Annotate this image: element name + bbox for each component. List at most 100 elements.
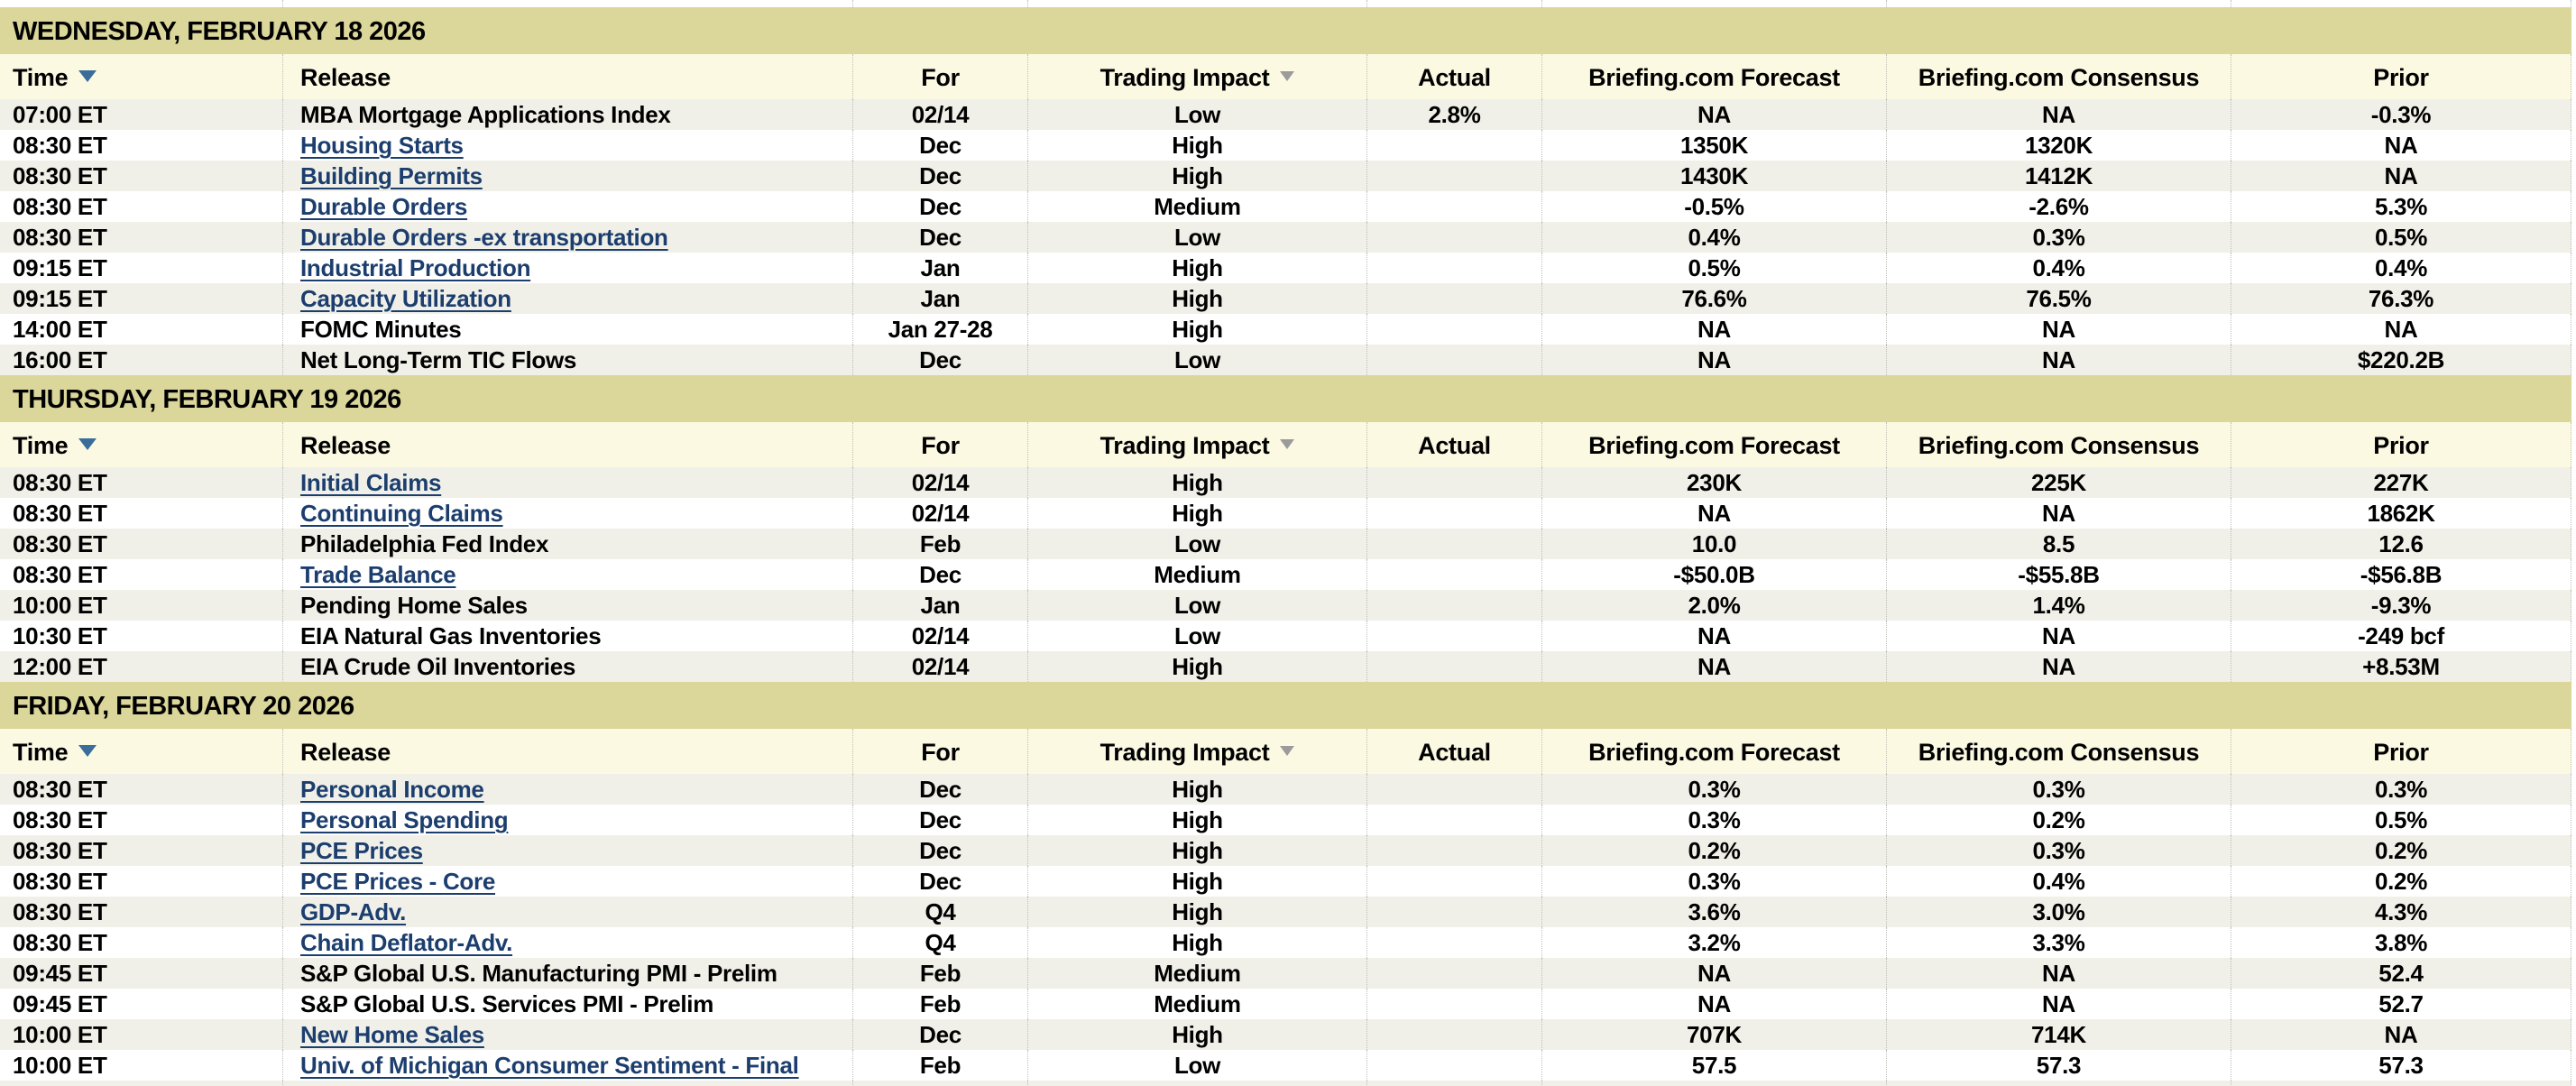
table-row: 08:30 ET Housing Starts Dec High 1350K 1…	[0, 130, 2571, 161]
prior-cell: $220.2B	[2231, 345, 2571, 375]
for-cell: Feb	[852, 1050, 1027, 1081]
column-header-trading-impact[interactable]: Trading Impact	[1099, 64, 1270, 91]
column-header-cell: For	[852, 422, 1027, 467]
forecast-cell: NA	[1541, 989, 1886, 1019]
trading-impact-cell: Medium	[1027, 559, 1366, 590]
column-header-trading-impact[interactable]: Trading Impact	[1099, 739, 1270, 766]
trading-impact-cell: High	[1027, 774, 1366, 805]
consensus-cell: 0.2%	[1886, 805, 2231, 835]
column-header-briefing-com-consensus: Briefing.com Consensus	[1918, 739, 2200, 766]
column-header-briefing-com-forecast: Briefing.com Forecast	[1588, 739, 1840, 766]
trading-impact-cell: High	[1027, 866, 1366, 897]
release-link[interactable]: Industrial Production	[300, 254, 531, 281]
release-link[interactable]: Capacity Utilization	[300, 285, 511, 312]
release-label: S&P Global U.S. Manufacturing PMI - Prel…	[300, 960, 777, 987]
trading-impact-cell: Low	[1027, 345, 1366, 375]
release-link[interactable]: Trade Balance	[300, 561, 456, 588]
trading-impact-cell: Low	[1027, 222, 1366, 253]
release-link[interactable]: Building Permits	[300, 162, 483, 189]
consensus-cell: 225K	[1886, 467, 2231, 498]
filter-down-arrow-icon[interactable]	[1280, 746, 1295, 757]
trading-impact-cell: High	[1027, 161, 1366, 191]
release-link[interactable]: PCE Prices - Core	[300, 868, 495, 895]
table-row: 08:30 ET Initial Claims 02/14 High 230K …	[0, 467, 2571, 498]
column-header-time[interactable]: Time	[13, 739, 69, 766]
column-header-cell: Briefing.com Forecast	[1541, 54, 1886, 99]
sort-down-arrow-icon[interactable]	[78, 745, 97, 758]
release-link[interactable]: New Home Sales	[300, 1021, 484, 1048]
release-cell: Durable Orders	[282, 191, 852, 222]
actual-cell	[1366, 253, 1541, 283]
forecast-cell: 76.6%	[1541, 283, 1886, 314]
filter-down-arrow-icon[interactable]	[1280, 439, 1295, 450]
sort-down-arrow-icon[interactable]	[78, 438, 97, 451]
release-cell: FOMC Minutes	[282, 314, 852, 345]
release-link[interactable]: Durable Orders	[300, 193, 468, 220]
table-row: 12:00 ET EIA Crude Oil Inventories 02/14…	[0, 651, 2571, 682]
consensus-cell: NA	[1886, 498, 2231, 529]
column-header-actual: Actual	[1418, 739, 1491, 766]
column-header-time[interactable]: Time	[13, 432, 69, 459]
release-link[interactable]: Chain Deflator-Adv.	[300, 929, 513, 956]
release-link[interactable]: Durable Orders -ex transportation	[300, 224, 668, 251]
actual-cell	[1366, 590, 1541, 621]
time-cell: 08:30 ET	[13, 224, 107, 251]
filter-down-arrow-icon[interactable]	[1280, 71, 1295, 82]
actual-cell	[1366, 467, 1541, 498]
release-link[interactable]: Personal Spending	[300, 806, 509, 833]
prior-cell: 0.3%	[2231, 774, 2571, 805]
actual-cell	[1366, 989, 1541, 1019]
column-header-cell: Trading Impact	[1027, 422, 1366, 467]
column-header-briefing-com-consensus: Briefing.com Consensus	[1918, 64, 2200, 91]
release-link[interactable]: Personal Income	[300, 776, 484, 803]
release-link[interactable]: Continuing Claims	[300, 500, 503, 527]
prior-cell: 1862K	[2231, 498, 2571, 529]
prior-cell: -249 bcf	[2231, 621, 2571, 651]
release-link[interactable]: Housing Starts	[300, 132, 464, 159]
for-cell: 02/14	[852, 621, 1027, 651]
day-header: THURSDAY, FEBRUARY 19 2026	[0, 375, 2571, 422]
column-header-cell: Trading Impact	[1027, 729, 1366, 774]
forecast-cell: 0.3%	[1541, 805, 1886, 835]
consensus-cell: 57.3	[1886, 1050, 2231, 1081]
column-header-cell: Briefing.com Consensus	[1886, 729, 2231, 774]
day-rows: 07:00 ET MBA Mortgage Applications Index…	[0, 99, 2576, 375]
day-rows: 08:30 ET Initial Claims 02/14 High 230K …	[0, 467, 2576, 682]
for-cell: Dec	[852, 866, 1027, 897]
column-header-prior: Prior	[2373, 432, 2429, 459]
release-cell: Philadelphia Fed Index	[282, 529, 852, 559]
sort-down-arrow-icon[interactable]	[78, 70, 97, 83]
prior-cell: 57.3	[2231, 1050, 2571, 1081]
trading-impact-cell: Low	[1027, 590, 1366, 621]
for-cell: Dec	[852, 805, 1027, 835]
release-cell: S&P Global U.S. Manufacturing PMI - Prel…	[282, 958, 852, 989]
column-header-time[interactable]: Time	[13, 64, 69, 91]
release-link[interactable]: Initial Claims	[300, 469, 442, 496]
release-link[interactable]: PCE Prices	[300, 837, 423, 864]
for-cell: Jan 27-28	[852, 314, 1027, 345]
trading-impact-cell: High	[1027, 498, 1366, 529]
trading-impact-cell: Low	[1027, 529, 1366, 559]
table-row: 09:45 ET S&P Global U.S. Services PMI - …	[0, 989, 2571, 1019]
actual-cell	[1366, 559, 1541, 590]
release-label: Net Long-Term TIC Flows	[300, 346, 577, 373]
trading-impact-cell: Low	[1027, 1050, 1366, 1081]
release-link[interactable]: Univ. of Michigan Consumer Sentiment - F…	[300, 1052, 799, 1079]
actual-cell	[1366, 222, 1541, 253]
forecast-cell: NA	[1541, 345, 1886, 375]
time-cell: 08:30 ET	[13, 837, 107, 864]
table-row: 08:30 ET Trade Balance Dec Medium -$50.0…	[0, 559, 2571, 590]
forecast-cell: 3.6%	[1541, 897, 1886, 927]
release-label: MBA Mortgage Applications Index	[300, 101, 671, 128]
table-row: 09:15 ET Capacity Utilization Jan High 7…	[0, 283, 2571, 314]
release-cell: Continuing Claims	[282, 498, 852, 529]
for-cell: Jan	[852, 283, 1027, 314]
release-link[interactable]: GDP-Adv.	[300, 898, 407, 925]
column-header-trading-impact[interactable]: Trading Impact	[1099, 432, 1270, 459]
time-cell: 10:00 ET	[13, 592, 107, 619]
release-cell: S&P Global U.S. Services PMI - Prelim	[282, 989, 852, 1019]
prior-cell: 0.2%	[2231, 835, 2571, 866]
column-header-for: For	[921, 64, 960, 91]
consensus-cell: 0.4%	[1886, 866, 2231, 897]
